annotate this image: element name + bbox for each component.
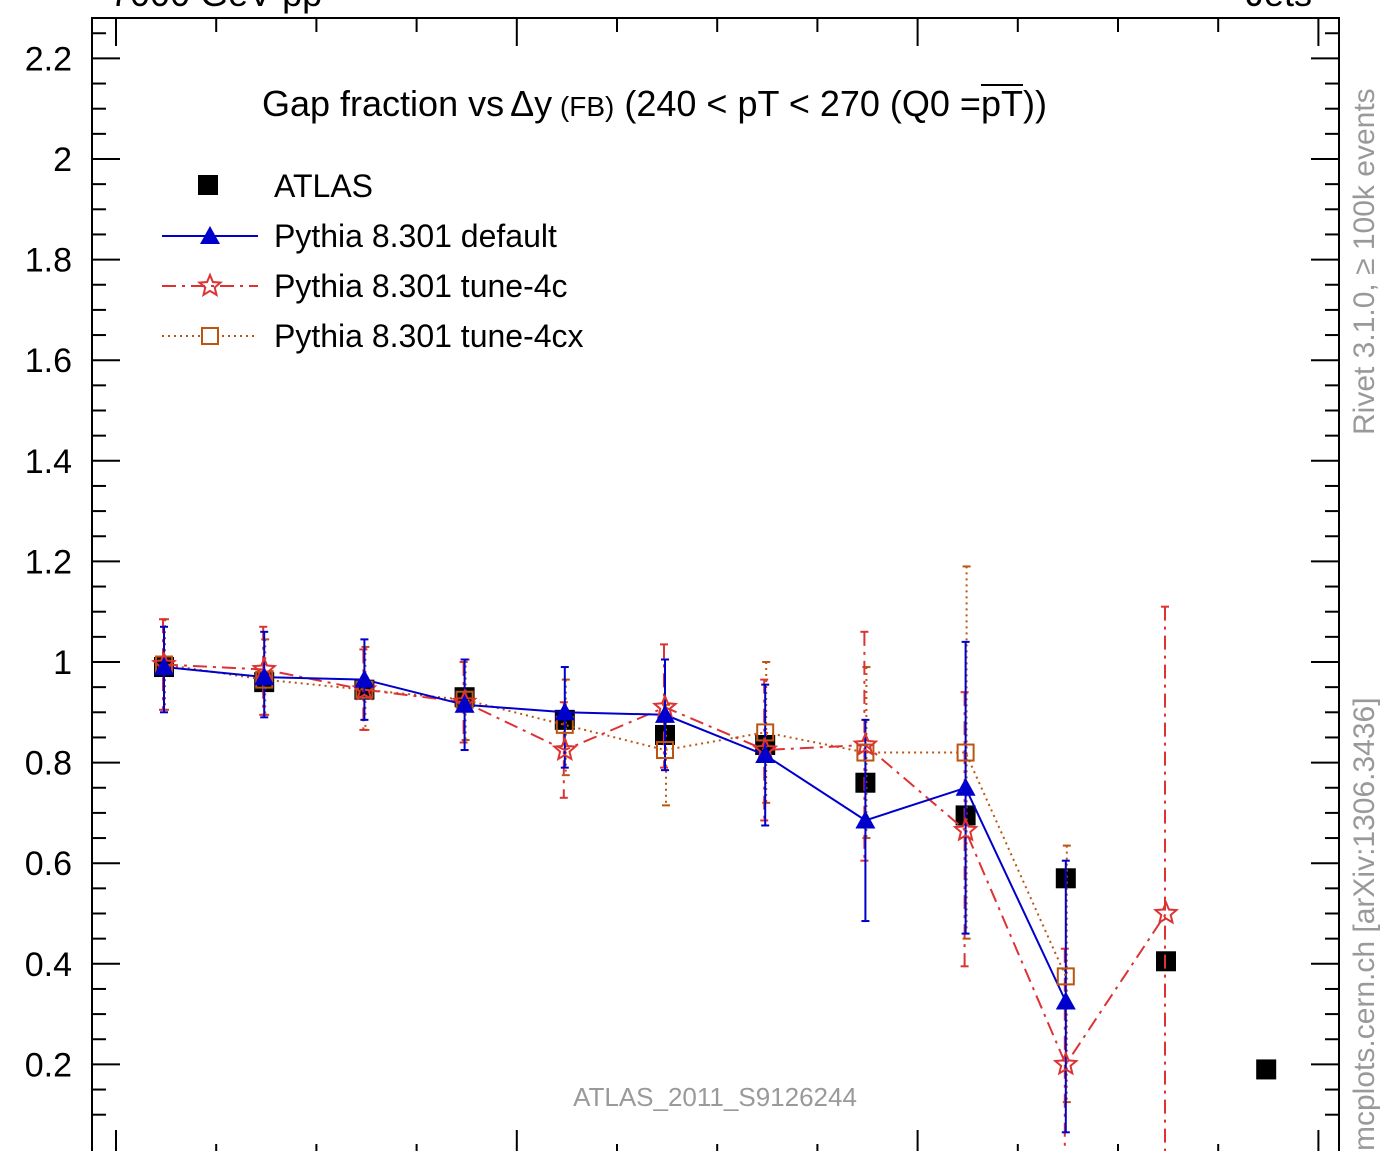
tune4cx-series-line xyxy=(163,663,1067,977)
title-range: (240 < pT < 270 (Q0 = xyxy=(614,83,981,124)
y-tick-label: 0.6 xyxy=(25,845,72,883)
y-tick-label: 0.2 xyxy=(25,1046,72,1084)
y-tick-label: 0.4 xyxy=(25,946,72,984)
y-tick-label: 0.8 xyxy=(25,745,72,783)
analysis-watermark: ATLAS_2011_S9126244 xyxy=(573,1082,857,1112)
tune4cx-data-point xyxy=(656,741,674,760)
y-tick-label: 1.2 xyxy=(25,543,72,581)
title-close: )) xyxy=(1023,83,1047,124)
default-data-point xyxy=(855,810,876,829)
legend: ATLAS Pythia 8.301 default Pythia 8.301 … xyxy=(162,168,584,354)
plot-frame xyxy=(91,17,1340,1151)
title-overline-pt: pT xyxy=(981,83,1023,124)
legend-tune4cx-marker xyxy=(201,327,219,345)
default-data-point xyxy=(755,745,776,764)
y-tick-label: 2.2 xyxy=(25,40,72,78)
default-data-point xyxy=(955,777,976,796)
header-right-text: Jets xyxy=(1246,0,1312,14)
chart-title: Gap fraction vs Δy (FB) (240 < pT < 270 (… xyxy=(262,83,1047,124)
rivet-label: Rivet 3.1.0, ≥ 100k events xyxy=(1348,88,1380,435)
default-data-point xyxy=(254,667,275,686)
tune4c-data-point xyxy=(1152,899,1180,925)
axis-ticks xyxy=(92,18,1339,1151)
y-tick-label: 2 xyxy=(53,141,72,179)
tune4c-data-point xyxy=(952,816,979,842)
y-tick-label: 1 xyxy=(53,644,72,682)
default-data-point xyxy=(154,657,174,676)
default-data-point xyxy=(354,669,375,688)
mcplots-label: mcplots.cern.ch [arXiv:1306.3436] xyxy=(1348,697,1380,1151)
tune4c-data-point xyxy=(1052,1050,1079,1076)
tune4cx-data-point xyxy=(856,743,875,762)
legend-tune4c-label: Pythia 8.301 tune-4c xyxy=(274,268,568,304)
legend-default-marker xyxy=(200,226,220,244)
default-series-line xyxy=(163,666,1067,1002)
tune4c-data-point xyxy=(551,736,578,761)
title-fb: (FB) xyxy=(552,91,614,122)
legend-atlas-marker xyxy=(198,175,218,195)
tune4cx-data-point xyxy=(1056,967,1075,986)
y-tick-label: 1.4 xyxy=(25,443,72,481)
header-left-text: 7000 GeV pp xyxy=(110,0,322,14)
legend-default-label: Pythia 8.301 default xyxy=(274,218,557,254)
default-data-point xyxy=(655,704,675,723)
tune4cx-data-point xyxy=(956,743,975,762)
y-tick-label: 1.8 xyxy=(25,242,72,280)
default-data-point xyxy=(1055,991,1076,1010)
title-part1: Gap fraction vs xyxy=(262,83,504,124)
legend-tune4cx-label: Pythia 8.301 tune-4cx xyxy=(274,318,584,354)
series-layer xyxy=(150,565,1277,1151)
title-delta: Δy xyxy=(510,83,552,124)
default-data-point xyxy=(554,702,575,721)
tune4c-data-point xyxy=(852,731,879,757)
legend-tune4c-marker xyxy=(196,272,224,298)
atlas-data-point xyxy=(1256,1059,1277,1080)
default-data-point xyxy=(454,694,475,713)
legend-atlas-label: ATLAS xyxy=(274,168,373,204)
y-tick-label: 1.6 xyxy=(25,342,72,380)
y-tick-labels: 0.2 0.4 0.6 0.8 1 1.2 1.4 1.6 1.8 2 2.2 xyxy=(25,40,72,1084)
